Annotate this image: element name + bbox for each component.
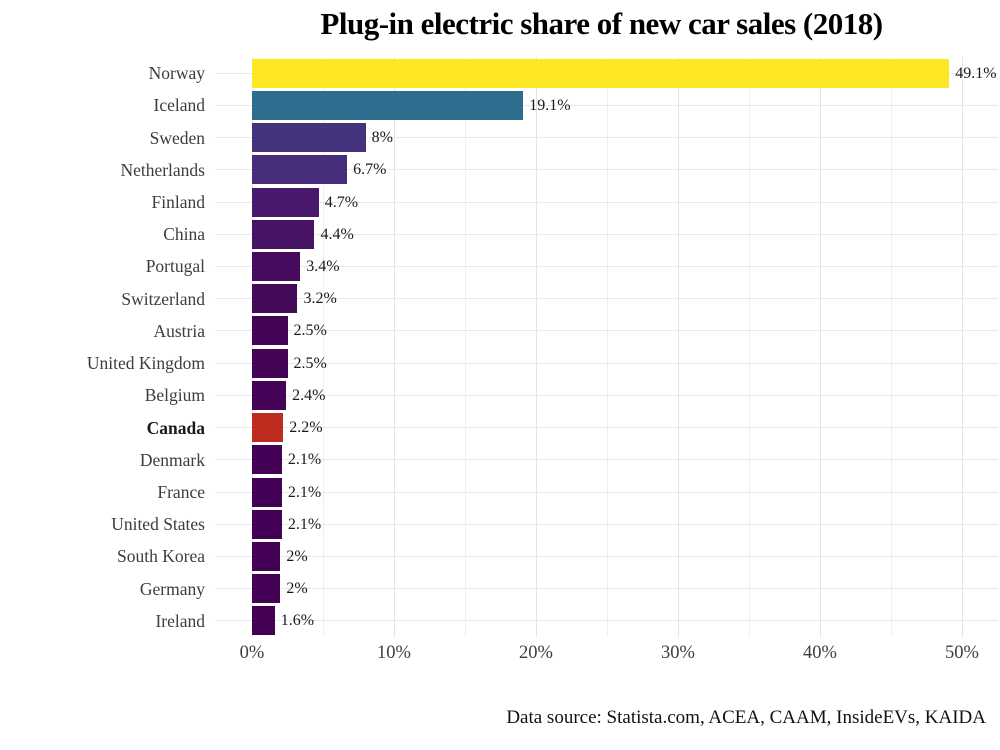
gridline-vertical-major: [678, 57, 679, 637]
y-axis-label: Denmark: [139, 449, 205, 470]
x-tick-label: 0%: [239, 643, 265, 663]
y-axis-label: Norway: [148, 63, 205, 84]
gridline-horizontal: [215, 491, 998, 493]
y-axis-label: China: [163, 224, 205, 245]
bar-value-label: 2%: [286, 547, 308, 565]
bar: [252, 58, 950, 88]
bar: [252, 413, 284, 443]
plot-panel: 49.1% 19.1% 8% 6.7% 4.7% 4.4% 3.4% 3.2% 2.5% 2.5%…: [215, 57, 998, 637]
y-axis-label: France: [157, 482, 205, 502]
chart-title: Plug-in electric share of new car sales …: [320, 6, 883, 41]
bar-value-label: 8%: [371, 129, 393, 147]
y-axis-label: United States: [111, 514, 205, 535]
y-axis-label: Ireland: [155, 610, 205, 631]
bar: [252, 477, 282, 507]
gridline-vertical-major: [394, 57, 395, 637]
bar: [252, 348, 288, 378]
gridline-horizontal: [215, 265, 998, 267]
bar-value-label: 1.6%: [280, 612, 315, 630]
gridline-horizontal: [215, 233, 998, 235]
gridline-vertical-minor: [891, 57, 892, 637]
gridline-horizontal: [215, 169, 998, 171]
bar-value-label: 3.4%: [306, 257, 340, 275]
gridline-vertical-major: [536, 57, 537, 637]
bar: [252, 380, 287, 410]
gridline-horizontal: [215, 362, 998, 364]
y-axis-label: Sweden: [149, 127, 205, 148]
bar: [252, 219, 315, 249]
bar-value-label: 6.7%: [353, 161, 387, 179]
gridline-horizontal: [215, 137, 998, 139]
gridline-horizontal: [215, 588, 998, 590]
bar-value-label: 3.2%: [303, 290, 337, 308]
gridline-horizontal: [215, 620, 998, 622]
x-tick-label: 10%: [377, 643, 411, 663]
gridline-vertical-minor: [607, 57, 608, 637]
y-axis-label: United Kingdom: [86, 353, 205, 374]
gridline-horizontal: [215, 427, 998, 429]
y-axis-label: Austria: [153, 320, 205, 341]
gridline-horizontal: [215, 555, 998, 557]
gridline-vertical-minor: [465, 57, 466, 637]
bar: [252, 316, 288, 346]
x-tick-label: 20%: [519, 643, 553, 663]
gridline-vertical-major: [820, 57, 821, 637]
gridline-vertical-minor: [749, 57, 750, 637]
bar: [252, 509, 282, 539]
gridline-vertical-minor: [323, 57, 324, 637]
bar: [252, 187, 319, 217]
y-axis-label: Germany: [139, 578, 205, 599]
bar-value-label: 2.2%: [289, 419, 323, 437]
bar-value-label: 2%: [286, 580, 308, 598]
y-axis-label: Finland: [151, 192, 205, 212]
y-axis-labels: Norway Iceland Sweden Netherlands Finland Chi…: [0, 57, 205, 637]
bar: [252, 155, 348, 185]
bar-value-label: 2.1%: [287, 483, 322, 501]
x-axis: 0% 10% 20% 30% 40% 50%: [215, 643, 998, 673]
bar-value-label: 2.5%: [293, 322, 327, 340]
bar-value-label: 4.7%: [324, 193, 359, 211]
bar-value-label: 2.4%: [292, 386, 326, 404]
bar-value-label: 2.5%: [293, 354, 327, 372]
bar: [252, 445, 282, 475]
bar: [252, 251, 301, 281]
gridline-horizontal: [215, 298, 998, 300]
gridline-horizontal: [215, 104, 998, 106]
y-axis-label: Canada: [146, 417, 205, 438]
y-axis-label: Belgium: [144, 385, 205, 406]
bar-value-label: 19.1%: [529, 96, 571, 114]
bar: [252, 90, 524, 120]
bar: [252, 541, 281, 571]
gridline-horizontal: [215, 394, 998, 396]
x-tick-label: 40%: [803, 643, 837, 663]
bar: [252, 123, 366, 153]
x-tick-label: 50%: [945, 643, 979, 663]
gridline-horizontal: [215, 201, 998, 203]
bar: [252, 574, 281, 604]
y-axis-label: Switzerland: [121, 288, 205, 309]
y-axis-label: Iceland: [153, 95, 206, 116]
bar-value-label: 2.1%: [287, 451, 322, 469]
gridline-vertical-major: [252, 57, 253, 637]
y-axis-label: Portugal: [145, 256, 205, 277]
gridline-horizontal: [215, 459, 998, 461]
y-axis-label: Netherlands: [120, 159, 205, 180]
gridline-vertical-major: [962, 57, 963, 637]
bar: [252, 284, 298, 314]
bar-value-label: 49.1%: [955, 64, 997, 82]
bar-value-label: 4.4%: [320, 225, 354, 243]
x-tick-label: 30%: [661, 643, 695, 663]
gridline-horizontal: [215, 523, 998, 525]
bar: [252, 606, 275, 636]
y-axis-label: South Korea: [117, 546, 205, 567]
gridline-horizontal: [215, 330, 998, 332]
bar-value-label: 2.1%: [287, 515, 322, 533]
data-source-caption: Data source: Statista.com, ACEA, CAAM, I…: [506, 707, 986, 728]
